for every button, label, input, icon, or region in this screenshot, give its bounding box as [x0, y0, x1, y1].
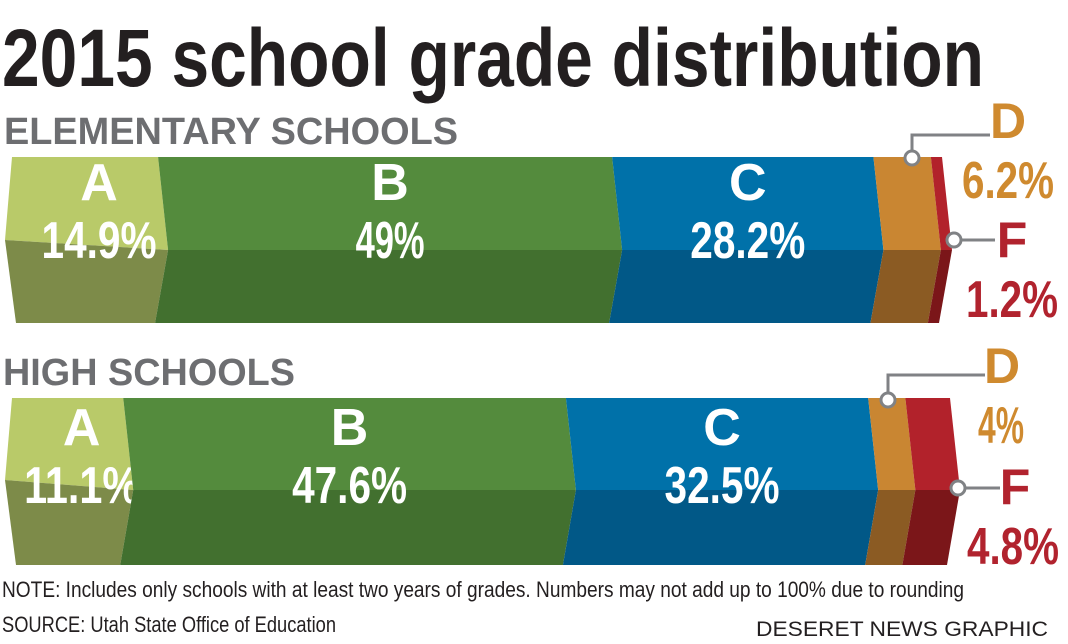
bar-segment-A-bottom [5, 480, 134, 565]
bar-segment-C-top [612, 157, 884, 250]
callout-grade-D: D [990, 93, 1026, 149]
segment-grade-label: A [63, 399, 101, 457]
segment-grade-label: B [371, 154, 409, 212]
callout-grade-F: F [1000, 459, 1031, 515]
bar-segment-C-bottom [562, 490, 879, 565]
segment-value-label: 47.6% [292, 457, 407, 515]
callout-value-F: 4.8% [967, 518, 1059, 576]
chart-title: 2015 school grade distribution [2, 13, 984, 104]
segment-value-label: 49% [356, 212, 425, 270]
bar-segment-D-bottom [865, 490, 916, 565]
note-text: NOTE: Includes only schools with at leas… [2, 577, 964, 602]
callout-grade-F: F [997, 212, 1028, 268]
bar-segment-B-top [123, 398, 576, 490]
callout-dot-D [879, 391, 897, 409]
bar-segment-D-bottom [870, 250, 941, 323]
callout-value-D: 4% [978, 397, 1024, 455]
callout-dot-F [949, 479, 967, 497]
bar-segment-D-top [873, 157, 941, 250]
callout-dot-F [945, 231, 963, 249]
segment-value-label: 11.1% [24, 457, 139, 515]
bar-segment-A-top [5, 157, 169, 250]
bar-segment-F-top [905, 398, 960, 490]
source-text: SOURCE: Utah State Office of Education [2, 612, 336, 637]
bar-segment-C-bottom [609, 250, 884, 323]
section-title-elementary: ELEMENTARY SCHOOLS [4, 111, 458, 153]
bar-segment-B-bottom [120, 490, 576, 565]
segment-value-label: 14.9% [42, 212, 157, 270]
bar-segment-B-bottom [155, 250, 623, 323]
bar-segment-F-top [930, 157, 952, 250]
callout-grade-D: D [984, 338, 1020, 394]
segment-value-label: 32.5% [665, 457, 780, 515]
segment-grade-label: A [80, 154, 118, 212]
segment-value-label: 28.2% [690, 212, 805, 270]
callout-value-D: 6.2% [962, 152, 1054, 210]
bar-segment-C-top [565, 398, 879, 490]
bar-segment-B-top [158, 157, 623, 250]
section-title-high: HIGH SCHOOLS [3, 352, 295, 394]
credit-text: DESERET NEWS GRAPHIC [756, 618, 1048, 641]
callout-line-D [886, 373, 985, 400]
segment-grade-label: B [331, 399, 369, 457]
bar-segment-F-bottom [927, 250, 952, 323]
segment-grade-label: C [729, 154, 767, 212]
bar-segment-F-bottom [902, 490, 960, 565]
callout-dot-D [903, 149, 921, 167]
bar-segment-A-bottom [5, 240, 169, 323]
callout-value-F: 1.2% [966, 271, 1058, 329]
segment-grade-label: C [703, 399, 741, 457]
bar-segment-D-top [868, 398, 916, 490]
bar-segment-A-top [5, 398, 134, 490]
